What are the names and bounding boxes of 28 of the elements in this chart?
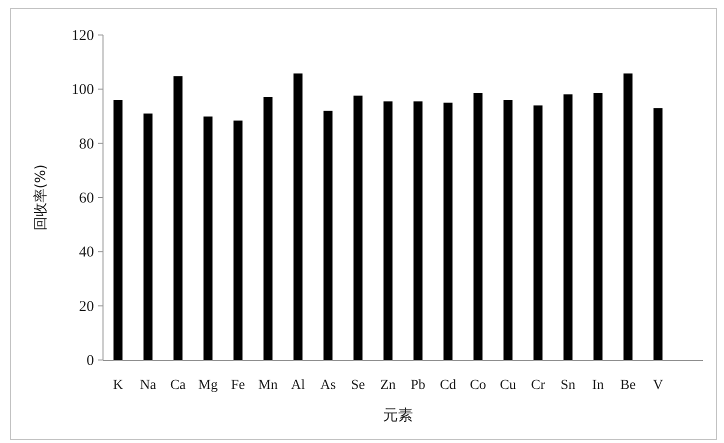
y-tick-label: 20 [79,298,94,315]
x-tick-label: V [652,378,664,393]
x-tick-label: Pb [410,378,426,393]
x-tick-label: Fe [231,378,245,393]
x-tick-label: Mg [198,378,218,393]
x-tick-label: Se [351,378,365,393]
y-tick-label: 100 [72,82,94,98]
x-tick-label: K [112,378,124,393]
y-tick-label: 0 [86,353,94,369]
x-tick-label: Be [620,378,636,393]
x-tick-label: As [320,378,336,393]
x-tick-label: Co [470,378,486,393]
x-tick-label: Zn [380,378,396,393]
y-tick-label: 120 [72,28,94,44]
y-tick-label: 40 [79,244,94,261]
x-tick-label: Cu [500,378,516,393]
y-tick-label: 80 [79,136,94,152]
x-tick-label: Mn [258,378,278,393]
y-axis-title: 回收率(%) [33,164,49,231]
x-tick-label: Cr [531,378,546,393]
y-tick-label: 60 [79,190,94,206]
x-tick-label: Al [291,378,306,393]
x-axis-title: 元素 [383,406,413,424]
x-tick-label: In [592,378,604,393]
x-tick-label: Ca [170,378,187,393]
x-tick-label: Cd [440,378,456,393]
x-tick-label: Na [140,378,157,393]
x-tick-label: Sn [560,378,576,393]
